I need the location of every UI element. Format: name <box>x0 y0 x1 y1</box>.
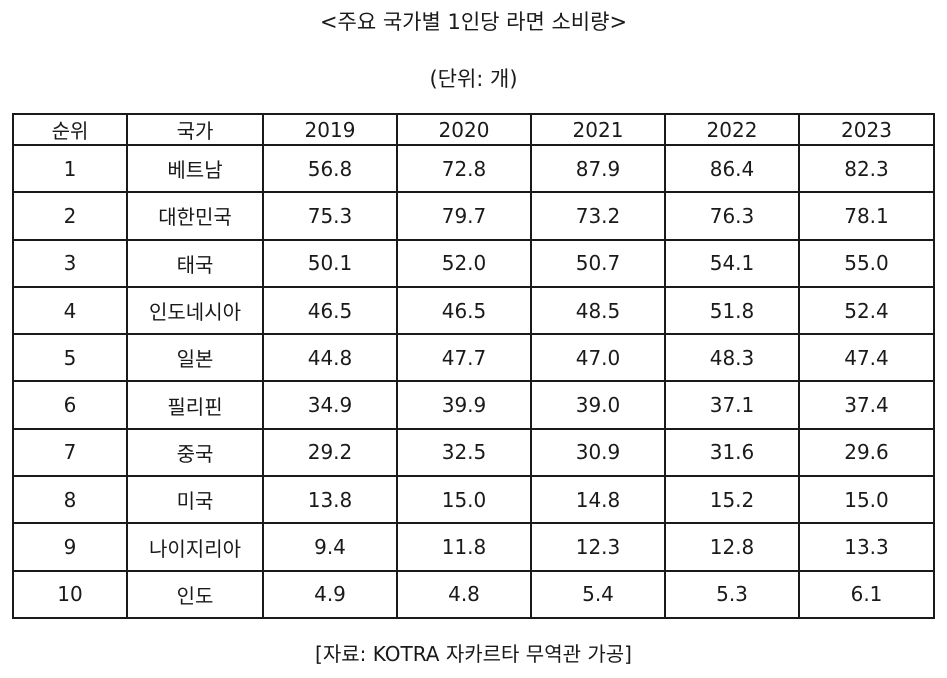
value-2021-cell: 50.7 <box>530 238 666 288</box>
value-2019-cell: 34.9 <box>262 380 398 430</box>
value-2023-cell: 6.1 <box>798 569 935 620</box>
table-row: 6 필리핀 34.9 39.9 39.0 37.1 37.4 <box>12 380 935 430</box>
rank-cell: 6 <box>12 380 128 430</box>
header-2020: 2020 <box>396 113 532 146</box>
value-2021-cell: 12.3 <box>530 522 666 572</box>
document-title: <주요 국가별 1인당 라면 소비량> <box>319 10 628 34</box>
value-2023-cell: 82.3 <box>798 143 935 194</box>
value-2020-cell: 15.0 <box>396 475 532 525</box>
value-2021-cell: 5.4 <box>530 569 666 620</box>
table-row: 3 태국 50.1 52.0 50.7 54.1 55.0 <box>12 238 935 288</box>
value-2021-cell: 30.9 <box>530 427 666 478</box>
rank-cell: 8 <box>12 475 128 525</box>
value-2019-cell: 75.3 <box>262 191 398 241</box>
rank-cell: 3 <box>12 238 128 288</box>
country-cell: 필리핀 <box>126 380 264 430</box>
value-2020-cell: 39.9 <box>396 380 532 430</box>
value-2021-cell: 47.0 <box>530 333 666 383</box>
rank-cell: 1 <box>12 143 128 194</box>
rank-cell: 7 <box>12 427 128 478</box>
country-cell: 일본 <box>126 333 264 383</box>
value-2022-cell: 5.3 <box>664 569 800 620</box>
rank-cell: 10 <box>12 569 128 620</box>
value-2019-cell: 56.8 <box>262 143 398 194</box>
value-2023-cell: 13.3 <box>798 522 935 572</box>
country-cell: 나이지리아 <box>126 522 264 572</box>
rank-cell: 4 <box>12 285 128 336</box>
value-2022-cell: 15.2 <box>664 475 800 525</box>
value-2023-cell: 55.0 <box>798 238 935 288</box>
table-body: 1 베트남 56.8 72.8 87.9 86.4 82.3 2 대한민국 75.3 79.7 73.… <box>12 143 935 620</box>
value-2021-cell: 87.9 <box>530 143 666 194</box>
value-2023-cell: 52.4 <box>798 285 935 336</box>
value-2021-cell: 14.8 <box>530 475 666 525</box>
value-2019-cell: 50.1 <box>262 238 398 288</box>
table-row: 10 인도 4.9 4.8 5.4 5.3 6.1 <box>12 569 935 620</box>
country-cell: 베트남 <box>126 143 264 194</box>
value-2019-cell: 9.4 <box>262 522 398 572</box>
value-2022-cell: 54.1 <box>664 238 800 288</box>
table-row: 5 일본 44.8 47.7 47.0 48.3 47.4 <box>12 333 935 383</box>
value-2019-cell: 29.2 <box>262 427 398 478</box>
value-2023-cell: 37.4 <box>798 380 935 430</box>
value-2020-cell: 52.0 <box>396 238 532 288</box>
value-2022-cell: 12.8 <box>664 522 800 572</box>
value-2020-cell: 79.7 <box>396 191 532 241</box>
table-row: 9 나이지리아 9.4 11.8 12.3 12.8 13.3 <box>12 522 935 572</box>
header-country: 국가 <box>126 113 264 146</box>
value-2022-cell: 51.8 <box>664 285 800 336</box>
value-2020-cell: 72.8 <box>396 143 532 194</box>
table-row: 7 중국 29.2 32.5 30.9 31.6 29.6 <box>12 427 935 478</box>
value-2021-cell: 39.0 <box>530 380 666 430</box>
country-cell: 인도 <box>126 569 264 620</box>
rank-cell: 9 <box>12 522 128 572</box>
country-cell: 미국 <box>126 475 264 525</box>
value-2022-cell: 31.6 <box>664 427 800 478</box>
ramen-consumption-table: 순위 국가 2019 2020 2021 2022 2023 1 베트남 56.8 7… <box>12 113 935 620</box>
header-rank: 순위 <box>12 113 128 146</box>
value-2020-cell: 46.5 <box>396 285 532 336</box>
value-2019-cell: 44.8 <box>262 333 398 383</box>
table-row: 2 대한민국 75.3 79.7 73.2 76.3 78.1 <box>12 191 935 241</box>
value-2021-cell: 73.2 <box>530 191 666 241</box>
table-row: 1 베트남 56.8 72.8 87.9 86.4 82.3 <box>12 143 935 194</box>
value-2023-cell: 15.0 <box>798 475 935 525</box>
value-2019-cell: 46.5 <box>262 285 398 336</box>
value-2023-cell: 29.6 <box>798 427 935 478</box>
unit-label: (단위: 개) <box>429 67 518 91</box>
header-2022: 2022 <box>664 113 800 146</box>
rank-cell: 5 <box>12 333 128 383</box>
source-note: [자료: KOTRA 자카르타 무역관 가공] <box>315 642 632 666</box>
header-2023: 2023 <box>798 113 935 146</box>
value-2020-cell: 47.7 <box>396 333 532 383</box>
country-cell: 중국 <box>126 427 264 478</box>
value-2022-cell: 48.3 <box>664 333 800 383</box>
country-cell: 인도네시아 <box>126 285 264 336</box>
value-2022-cell: 86.4 <box>664 143 800 194</box>
header-2019: 2019 <box>262 113 398 146</box>
value-2019-cell: 13.8 <box>262 475 398 525</box>
value-2020-cell: 4.8 <box>396 569 532 620</box>
value-2019-cell: 4.9 <box>262 569 398 620</box>
value-2022-cell: 76.3 <box>664 191 800 241</box>
value-2022-cell: 37.1 <box>664 380 800 430</box>
value-2023-cell: 78.1 <box>798 191 935 241</box>
country-cell: 대한민국 <box>126 191 264 241</box>
country-cell: 태국 <box>126 238 264 288</box>
value-2020-cell: 32.5 <box>396 427 532 478</box>
value-2021-cell: 48.5 <box>530 285 666 336</box>
value-2023-cell: 47.4 <box>798 333 935 383</box>
header-2021: 2021 <box>530 113 666 146</box>
table-header-row: 순위 국가 2019 2020 2021 2022 2023 <box>12 113 935 146</box>
rank-cell: 2 <box>12 191 128 241</box>
table-row: 4 인도네시아 46.5 46.5 48.5 51.8 52.4 <box>12 285 935 336</box>
value-2020-cell: 11.8 <box>396 522 532 572</box>
table-row: 8 미국 13.8 15.0 14.8 15.2 15.0 <box>12 475 935 525</box>
